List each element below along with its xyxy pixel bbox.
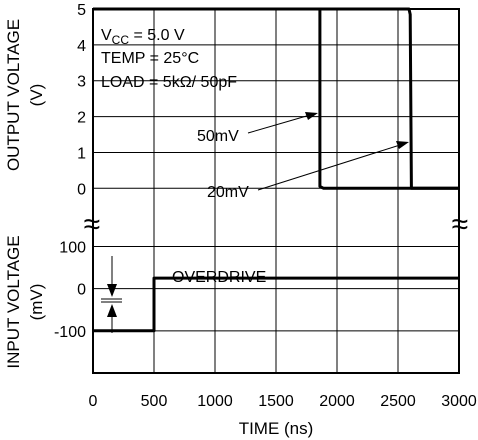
arrow-20mv <box>257 141 409 191</box>
series-input-line <box>93 276 459 333</box>
vcc-symbol: V <box>101 27 112 44</box>
overdrive-dimension <box>101 256 122 333</box>
output-y-tick-label: 1 <box>77 145 86 162</box>
input-ylabel-unit: (mV) <box>27 284 46 321</box>
input-y-tick-label: 100 <box>59 240 86 257</box>
output-y-tick-label: 2 <box>77 110 86 127</box>
x-tick-label: 3000 <box>441 393 477 410</box>
input-ylabel: INPUT VOLTAGE <box>4 235 23 368</box>
output-y-tick-label: 0 <box>77 181 86 198</box>
input-y-tick-label: 0 <box>77 282 86 299</box>
vcc-subscript: CC <box>112 33 130 47</box>
tick-label-layer: 0 500 1000 1500 2000 2500 3000 0 1 2 3 4 5 -100 0 100 <box>54 2 477 410</box>
arrow-50mv <box>247 112 318 134</box>
x-axis-label: TIME (ns) <box>239 419 314 438</box>
output-y-tick-label: 5 <box>77 2 86 19</box>
x-tick-label: 0 <box>89 393 98 410</box>
x-tick-label: 2500 <box>380 393 416 410</box>
input-y-tick-label: -100 <box>54 324 86 341</box>
x-tick-label: 1000 <box>197 393 233 410</box>
condition-temp: TEMP = 25°C <box>101 50 199 67</box>
condition-vcc: VCC = 5.0 V <box>101 27 185 47</box>
output-ylabel: OUTPUT VOLTAGE <box>4 19 23 171</box>
plot-frame <box>92 8 460 374</box>
output-y-tick-label: 4 <box>77 38 86 55</box>
output-ylabel-unit: (V) <box>27 84 46 107</box>
condition-load: LOAD = 5kΩ/ 50pF <box>101 74 237 91</box>
label-50mv: 50mV <box>197 128 239 145</box>
output-y-tick-label: 3 <box>77 74 86 91</box>
x-tick-label: 2000 <box>319 393 355 410</box>
label-20mv: 20mV <box>207 184 249 201</box>
x-tick-label: 1500 <box>258 393 294 410</box>
vcc-value: = 5.0 V <box>129 27 185 44</box>
x-tick-label: 500 <box>141 393 168 410</box>
